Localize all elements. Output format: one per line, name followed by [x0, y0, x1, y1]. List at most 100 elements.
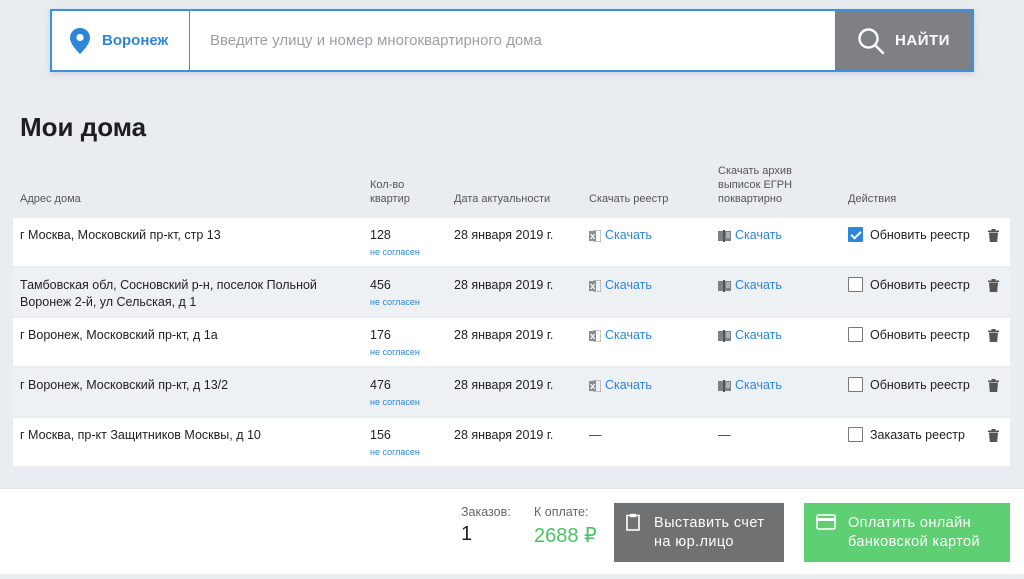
table-row: г Воронеж, Московский пр-кт, д 1а 176 не…: [13, 318, 1010, 366]
row-flats-count: 476: [370, 378, 391, 392]
header-registry: Скачать реестр: [589, 193, 669, 205]
download-registry-link[interactable]: X Скачать: [589, 277, 652, 294]
card-icon: [816, 514, 836, 530]
row-flats-count: 456: [370, 278, 391, 292]
download-archive-link[interactable]: Скачать: [718, 377, 782, 394]
disagree-link[interactable]: не согласен: [370, 247, 420, 257]
clipboard-icon: [626, 513, 640, 531]
trash-icon[interactable]: [988, 379, 999, 392]
update-registry-toggle[interactable]: Обновить реестр: [848, 277, 970, 294]
update-registry-toggle[interactable]: Обновить реестр: [848, 327, 970, 344]
svg-text:X: X: [590, 333, 596, 341]
row-checkbox[interactable]: [848, 227, 863, 242]
row-flats: 156 не согласен: [370, 427, 420, 458]
download-registry-link[interactable]: X Скачать: [589, 377, 652, 394]
invoice-button[interactable]: Выставить счет на юр.лицо: [614, 503, 784, 562]
row-delete: [988, 229, 999, 242]
header-archive-line3: поквартирно: [718, 193, 783, 205]
row-archive: Скачать: [718, 327, 782, 347]
row-action-label: Обновить реестр: [870, 228, 970, 242]
search-input[interactable]: [190, 11, 835, 70]
row-flats-count: 156: [370, 428, 391, 442]
row-action: Обновить реестр: [848, 277, 970, 298]
trash-icon[interactable]: [988, 429, 999, 442]
table-row: Тамбовская обл, Сосновский р-н, поселок …: [13, 268, 1010, 316]
pay-label: К оплате:: [534, 505, 589, 519]
row-archive: —: [718, 427, 731, 444]
row-checkbox[interactable]: [848, 327, 863, 342]
download-archive-link[interactable]: Скачать: [718, 227, 782, 244]
row-date: 28 января 2019 г.: [454, 378, 554, 392]
row-archive: Скачать: [718, 277, 782, 297]
invoice-line2: на юр.лицо: [654, 533, 734, 550]
xls-icon: X: [589, 379, 601, 392]
row-checkbox[interactable]: [848, 377, 863, 392]
header-flats-line1: Кол-во: [370, 179, 405, 191]
trash-icon[interactable]: [988, 229, 999, 242]
row-action: Обновить реестр: [848, 377, 970, 398]
svg-text:X: X: [590, 383, 596, 391]
row-action-label: Обновить реестр: [870, 328, 970, 342]
card-line2: банковской картой: [848, 533, 981, 550]
city-selector[interactable]: Воронеж: [52, 11, 190, 70]
magnifier-icon: [858, 27, 885, 54]
row-flats-count: 176: [370, 328, 391, 342]
pay-card-button-text: Оплатить онлайн банковской картой: [848, 514, 980, 552]
find-button[interactable]: НАЙТИ: [835, 11, 972, 70]
row-address: г Воронеж, Московский пр-кт, д 1а: [20, 328, 218, 342]
xls-icon: X: [589, 279, 601, 292]
header-date: Дата актуальности: [454, 193, 551, 205]
disagree-link[interactable]: не согласен: [370, 297, 420, 307]
row-archive: Скачать: [718, 377, 782, 397]
row-action-label: Обновить реестр: [870, 278, 970, 292]
row-flats: 456 не согласен: [370, 277, 420, 308]
row-registry: X Скачать: [589, 327, 652, 347]
row-flats: 176 не согласен: [370, 327, 420, 358]
registry-unavailable: —: [589, 428, 602, 442]
update-registry-toggle[interactable]: Обновить реестр: [848, 227, 970, 244]
header-archive: Скачать архив выписок ЕГРН поквартирно: [718, 164, 792, 206]
row-checkbox[interactable]: [848, 277, 863, 292]
row-address: г Воронеж, Московский пр-кт, д 13/2: [20, 378, 229, 392]
row-date: 28 января 2019 г.: [454, 278, 554, 292]
disagree-link[interactable]: не согласен: [370, 347, 420, 357]
search-bar: Воронеж НАЙТИ: [50, 9, 974, 72]
table-header: Адрес дома Кол-во квартир Дата актуально…: [13, 164, 1010, 218]
trash-icon[interactable]: [988, 329, 999, 342]
row-delete: [988, 429, 999, 442]
header-flats-line2: квартир: [370, 193, 410, 205]
download-registry-link[interactable]: X Скачать: [589, 227, 652, 244]
page-title: Мои дома: [20, 112, 147, 142]
invoice-line1: Выставить счет: [654, 514, 765, 531]
row-delete: [988, 379, 999, 392]
row-date: 28 января 2019 г.: [454, 228, 554, 242]
download-registry-link[interactable]: X Скачать: [589, 327, 652, 344]
row-action-label: Заказать реестр: [870, 428, 965, 442]
update-registry-toggle[interactable]: Обновить реестр: [848, 377, 970, 394]
trash-icon[interactable]: [988, 279, 999, 292]
footer-bottom-strip: [0, 574, 1024, 579]
download-registry-label: Скачать: [605, 278, 652, 292]
row-registry: X Скачать: [589, 277, 652, 297]
header-archive-line2: выписок ЕГРН: [718, 179, 793, 191]
pay-card-button[interactable]: Оплатить онлайн банковской картой: [804, 503, 1010, 562]
table-row: г Москва, Московский пр-кт, стр 13 128 н…: [13, 218, 1010, 266]
download-archive-label: Скачать: [735, 228, 782, 242]
download-archive-link[interactable]: Скачать: [718, 327, 782, 344]
card-line1: Оплатить онлайн: [848, 514, 972, 531]
book-icon: [718, 379, 731, 392]
row-archive: Скачать: [718, 227, 782, 247]
orders-count: 1: [461, 523, 473, 545]
table-row: г Москва, пр-кт Защитников Москвы, д 10 …: [13, 418, 1010, 466]
row-registry: X Скачать: [589, 377, 652, 397]
disagree-link[interactable]: не согласен: [370, 447, 420, 457]
city-label: Воронеж: [102, 32, 169, 49]
order-registry-toggle[interactable]: Заказать реестр: [848, 427, 965, 444]
table-row: г Воронеж, Московский пр-кт, д 13/2 476 …: [13, 368, 1010, 416]
disagree-link[interactable]: не согласен: [370, 397, 420, 407]
row-action: Обновить реестр: [848, 327, 970, 348]
row-checkbox[interactable]: [848, 427, 863, 442]
header-actions: Действия: [848, 193, 897, 205]
row-registry: X Скачать: [589, 227, 652, 247]
download-archive-link[interactable]: Скачать: [718, 277, 782, 294]
